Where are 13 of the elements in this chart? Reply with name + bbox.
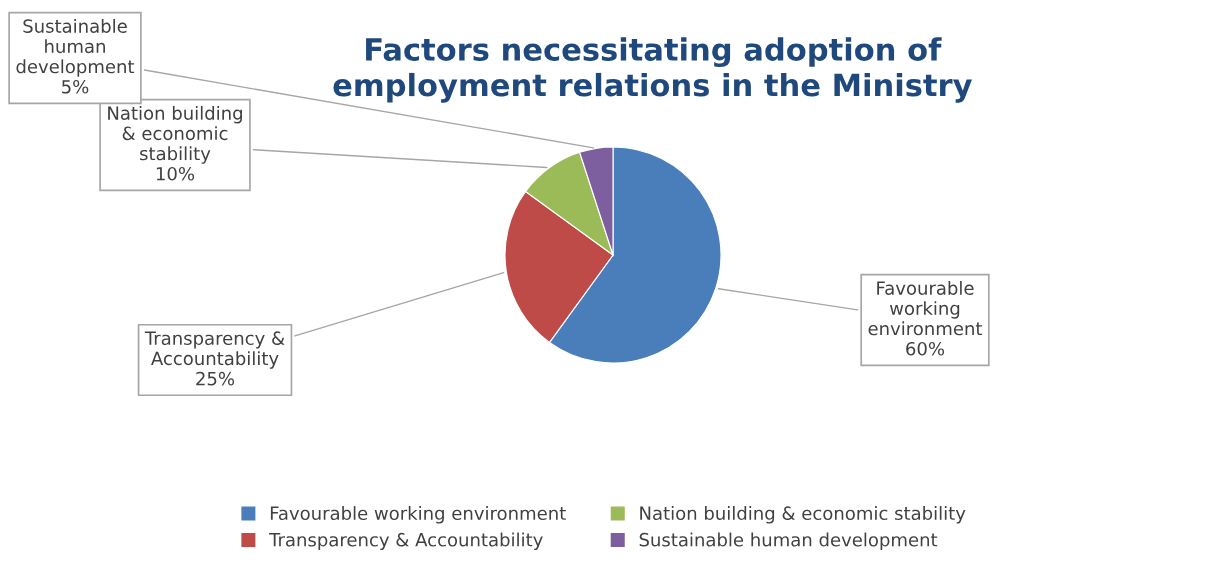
legend-label: Nation building & economic stability: [640, 506, 966, 524]
data-label: 60%: [906, 341, 945, 356]
slice-label: Transparency & Accountability: [144, 331, 285, 369]
data-label: 10%: [156, 166, 195, 181]
slice-label: Sustainable human development: [16, 18, 135, 77]
legend-label: Transparency & Accountability: [269, 532, 543, 551]
data-label: 5%: [62, 79, 89, 94]
slice-label: Favourable working environment: [868, 280, 983, 336]
slice-label: Nation building & economic stability: [108, 105, 242, 164]
legend-label: Favourable working environment: [270, 506, 566, 524]
legend-label: Sustainable human development: [639, 532, 938, 551]
data-label: 25%: [196, 371, 235, 386]
text: Factors necessitating adoption of employment relations in the Ministry: [333, 37, 972, 103]
